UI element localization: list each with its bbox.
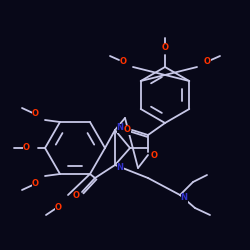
Text: O: O	[32, 180, 38, 188]
Text: N: N	[116, 162, 123, 172]
Text: O: O	[120, 58, 126, 66]
Text: N: N	[180, 194, 188, 202]
Text: O: O	[162, 44, 168, 52]
Text: O: O	[204, 58, 210, 66]
Text: O: O	[72, 192, 80, 200]
Text: N: N	[116, 124, 123, 132]
Text: O: O	[54, 202, 62, 211]
Text: O: O	[124, 126, 130, 134]
Text: O: O	[32, 110, 38, 118]
Text: O: O	[22, 144, 30, 152]
Text: O: O	[150, 150, 158, 160]
